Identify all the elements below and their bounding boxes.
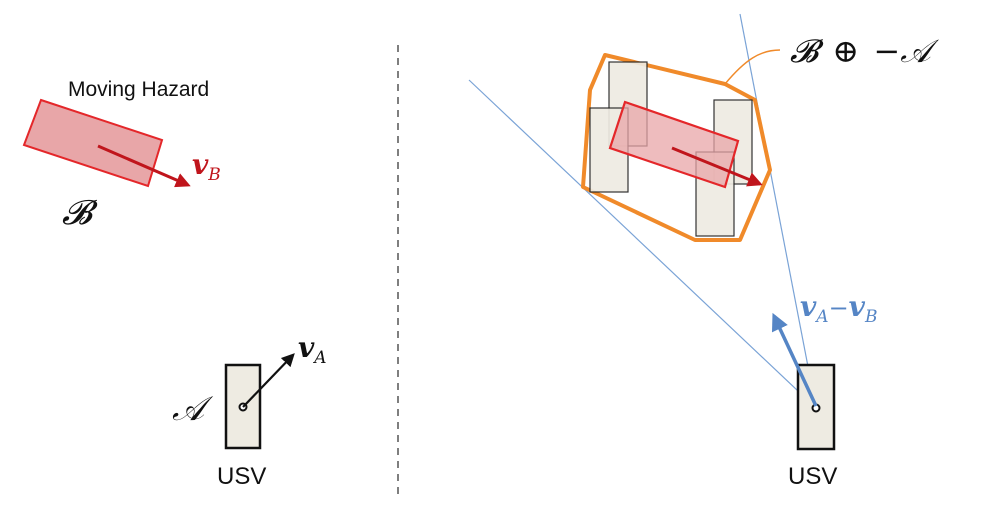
right-panel: 𝓑 ⊕ −𝒜 vA−vB USV [468, 13, 939, 490]
usv-velocity-label: vA [298, 331, 327, 368]
hazard-velocity-arrow-right [671, 146, 763, 187]
minkowski-leader [724, 49, 781, 85]
usv-label-right: USV [788, 463, 837, 490]
usv-velocity-arrow [242, 353, 295, 408]
hazard-velocity-label: vB [192, 148, 221, 185]
hazard-rectangle [22, 98, 164, 188]
hazard-label: Moving Hazard [68, 78, 209, 101]
minkowski-hull [581, 53, 772, 242]
usv-label: USV [217, 463, 266, 490]
hazard-symbol: 𝓑 [62, 193, 98, 233]
cone-right-line [739, 13, 817, 409]
left-panel: Moving Hazard vB 𝓑 vA 𝒜 USV [22, 78, 327, 490]
minkowski-label: 𝓑 ⊕ −𝒜 [790, 32, 939, 70]
usv-symbol: 𝒜 [172, 389, 214, 429]
relative-velocity-label: vA−vB [800, 290, 877, 327]
hazard-velocity-arrow [97, 144, 191, 188]
relative-velocity-arrow [771, 312, 818, 407]
cone-left-line [468, 79, 817, 409]
usv-body [224, 363, 262, 450]
hazard-rectangle-right [608, 100, 740, 189]
